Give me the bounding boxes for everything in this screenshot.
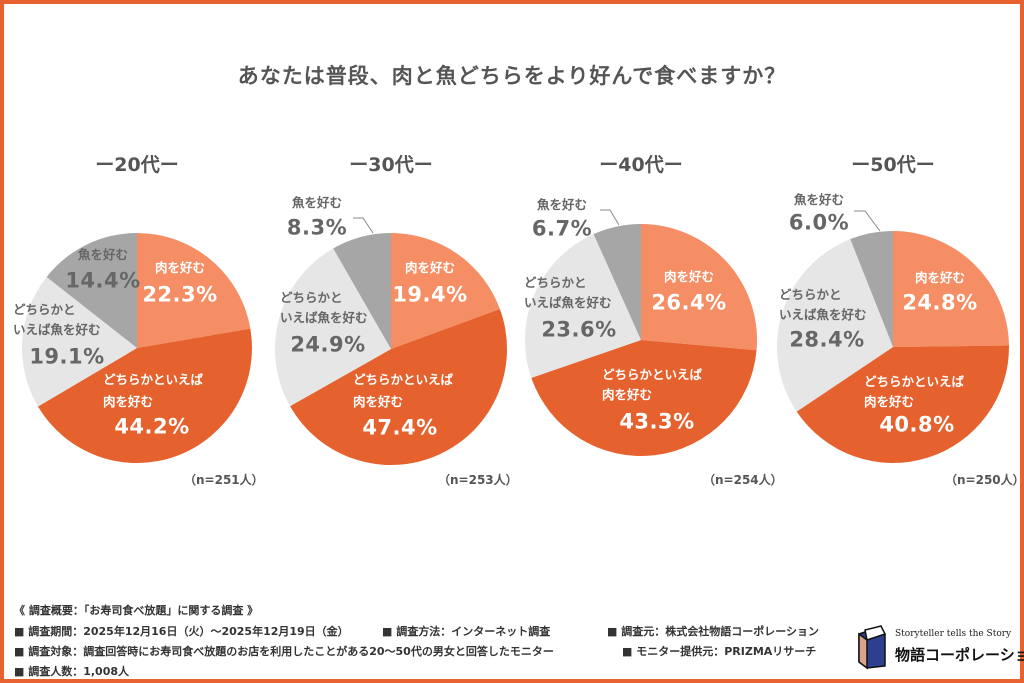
slice-label-meat: 肉を好む: [154, 259, 206, 275]
slice-value-lean-fish: 24.9%: [290, 332, 366, 357]
pie-slice-fish: [593, 224, 641, 340]
slice-label-lean-meat: 肉を好む: [864, 393, 915, 409]
pie-slice-fish: [333, 233, 391, 349]
chart-title: あなたは普段、肉と魚どちらをより好んで食べますか？: [237, 64, 787, 88]
slice-value-meat: 24.8%: [902, 290, 978, 315]
slice-value-lean-meat: 43.3%: [619, 409, 695, 434]
slice-label-meat: 肉を好む: [404, 259, 456, 275]
slice-label-lean-meat: 肉を好む: [602, 386, 653, 402]
pie-slice-lean-fish: [21, 276, 137, 407]
slice-value-fish: 6.7%: [531, 216, 593, 241]
slice-label-lean-fish: どちらかと: [779, 286, 842, 302]
sample-size-40s: （n=254人）: [703, 473, 783, 487]
sample-size-30s: （n=253人）: [438, 473, 518, 487]
slice-value-meat: 19.4%: [392, 282, 468, 307]
slice-label-meat: 肉を好む: [663, 268, 715, 284]
survey-period: ■ 調査期間：2025年12月16日（火）～2025年12月19日（金）: [14, 625, 349, 638]
slice-label-lean-fish: どちらかと: [524, 274, 587, 290]
slice-label-lean-fish: いえば魚を好む: [13, 321, 101, 337]
slice-label-lean-fish: どちらかと: [280, 289, 343, 305]
slice-label-lean-meat: どちらかといえば: [602, 366, 703, 382]
pie-slice-fish: [46, 233, 138, 348]
pie-slice-lean-meat: [531, 340, 757, 457]
slice-label-fish: 魚を好む: [77, 246, 129, 262]
sample-size-50s: （n=250人）: [945, 473, 1024, 487]
survey-summary: 《 調査概要：「お寿司食べ放題」に関する調査 》: [14, 604, 259, 617]
sample-size-20s: （n=251人）: [184, 473, 264, 487]
slice-label-lean-fish: いえば魚を好む: [280, 309, 368, 325]
monitor-provider: ■ モニター提供元：PRIZMAリサーチ: [622, 645, 817, 658]
pie-title-20s: ー20代ー: [95, 154, 179, 176]
slice-value-meat: 22.3%: [142, 282, 218, 307]
pie-title-50s: ー50代ー: [851, 154, 935, 176]
pie-slice-meat: [391, 233, 500, 349]
slice-value-meat: 26.4%: [651, 290, 727, 315]
slice-value-fish: 14.4%: [65, 268, 141, 293]
slice-value-fish: 6.0%: [788, 210, 850, 235]
pie-slice-lean-meat: [38, 328, 252, 463]
survey-method: ■ 調査方法：インターネット調査: [382, 625, 551, 638]
slice-label-lean-meat: どちらかといえば: [353, 371, 454, 387]
leader-line: [600, 209, 620, 226]
slice-label-fish: 魚を好む: [536, 196, 588, 212]
slice-value-lean-meat: 47.4%: [362, 415, 438, 440]
pie-title-30s: ー30代ー: [349, 154, 433, 176]
slice-label-lean-meat: 肉を好む: [103, 393, 154, 409]
slice-label-lean-fish: いえば魚を好む: [524, 294, 612, 310]
survey-target: ■ 調査対象：調査回答時にお寿司食べ放題のお店を利用したことがある20～50代の…: [14, 645, 554, 658]
pie-title-40s: ー40代ー: [599, 154, 683, 176]
slice-label-lean-fish: いえば魚を好む: [779, 306, 867, 322]
survey-count: ■ 調査人数：1,008人: [14, 665, 130, 678]
pie-slice-lean-fish: [777, 239, 893, 412]
slice-value-lean-meat: 44.2%: [114, 414, 190, 439]
slice-label-fish: 魚を好む: [291, 194, 343, 210]
pie-slice-meat: [893, 231, 1009, 347]
pie-slice-lean-fish: [525, 234, 641, 378]
slice-label-lean-meat: どちらかといえば: [103, 371, 204, 387]
slice-value-lean-fish: 23.6%: [541, 317, 617, 342]
pie-slice-meat: [137, 233, 251, 348]
pie-slice-meat: [641, 224, 758, 351]
logo-name: 物語コーポレーション: [895, 646, 1024, 664]
pie-slice-lean-fish: [275, 248, 391, 407]
survey-source: ■ 調査元：株式会社物語コーポレーション: [607, 625, 820, 638]
leader-line: [854, 210, 881, 232]
slice-label-lean-fish: どちらかと: [13, 301, 76, 317]
slice-value-fish: 8.3%: [286, 215, 348, 240]
slice-value-lean-fish: 28.4%: [789, 327, 865, 352]
slice-value-lean-fish: 19.1%: [29, 344, 105, 369]
slice-label-meat: 肉を好む: [914, 269, 966, 285]
slice-label-lean-meat: どちらかといえば: [864, 373, 965, 389]
book-logo-icon: [858, 625, 887, 670]
pie-slice-lean-meat: [290, 309, 507, 465]
logo-tagline: Storyteller tells the Story: [895, 629, 1012, 639]
pie-slice-lean-meat: [796, 345, 1010, 464]
slice-label-lean-meat: 肉を好む: [353, 393, 404, 409]
slice-label-fish: 魚を好む: [793, 191, 845, 207]
pie-slice-fish: [850, 231, 893, 347]
leader-line: [353, 217, 374, 234]
slice-value-lean-meat: 40.8%: [879, 412, 955, 437]
